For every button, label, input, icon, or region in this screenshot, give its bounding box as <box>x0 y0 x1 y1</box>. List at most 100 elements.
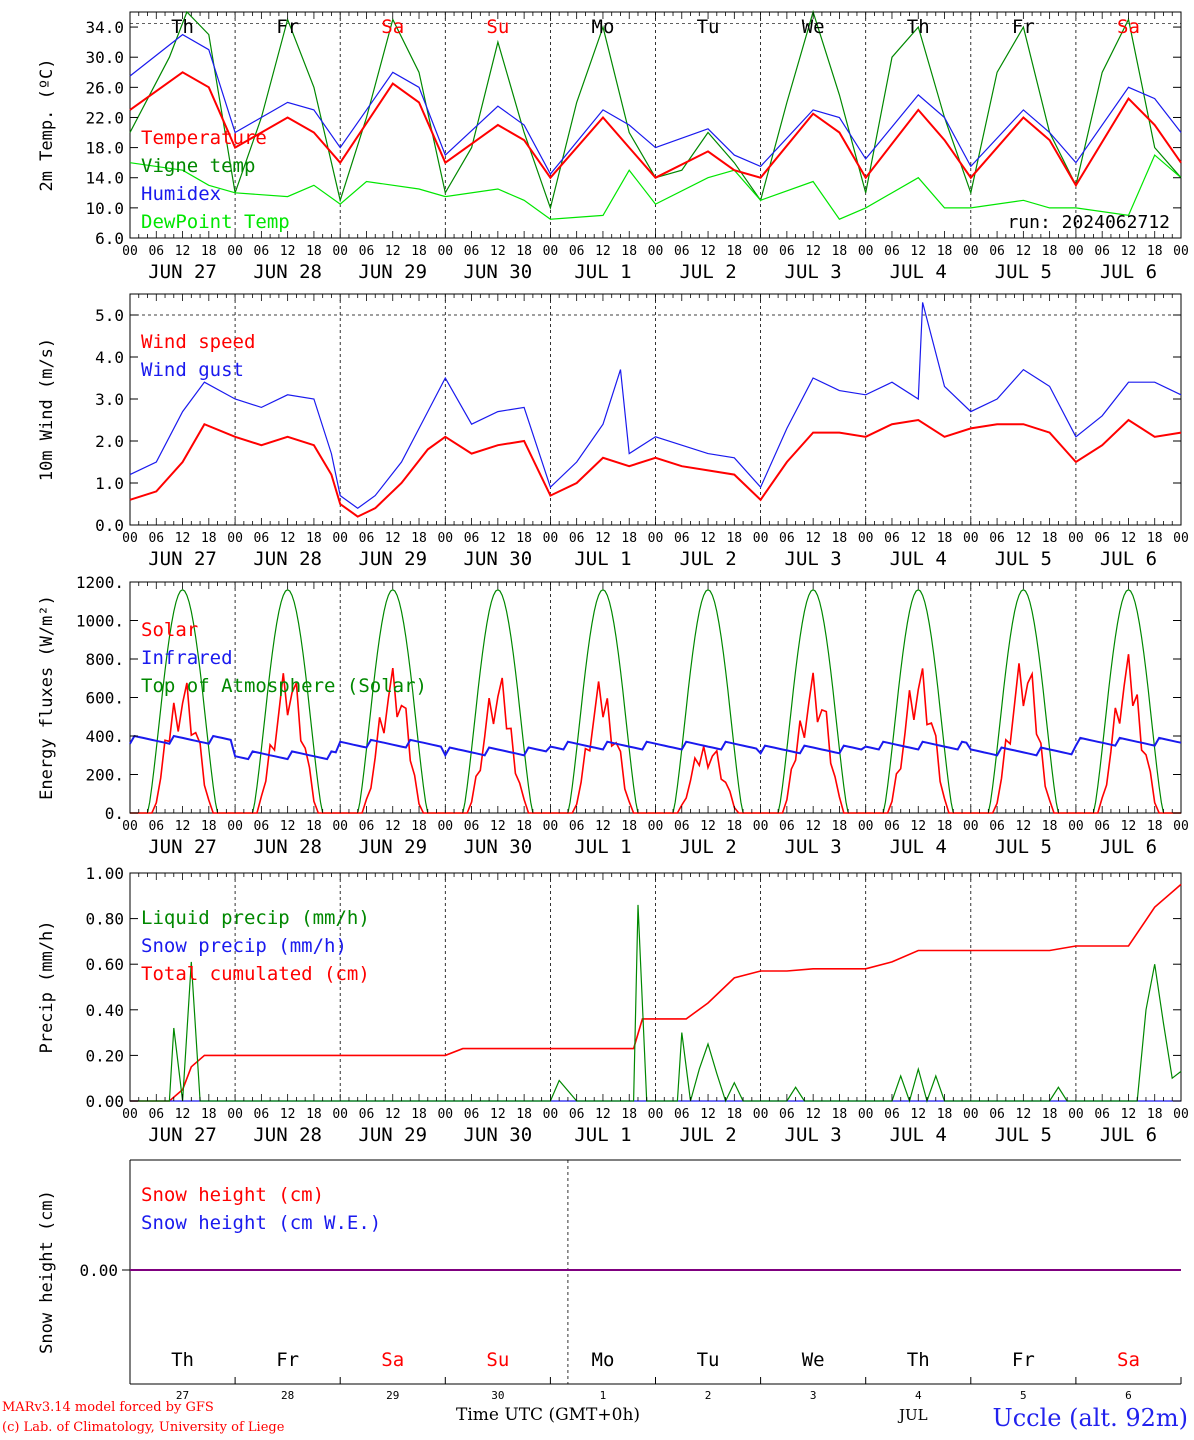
y-axis-label: 10m Wind (m/s) <box>37 338 57 481</box>
y-tick-label: 600. <box>85 689 124 708</box>
date-label: JUL 4 <box>890 261 947 283</box>
hour-label: 00 <box>753 1107 769 1122</box>
y-tick-label: 2.0 <box>95 432 124 451</box>
date-label: JUL 1 <box>574 261 631 283</box>
station-label: Uccle (alt. 92m) <box>992 1404 1188 1432</box>
day-name: Th <box>907 1349 930 1371</box>
hour-label: 12 <box>175 244 191 259</box>
hour-label: 12 <box>805 244 821 259</box>
hour-label: 00 <box>437 531 453 546</box>
hour-label: 00 <box>437 819 453 834</box>
hour-label: 06 <box>359 244 375 259</box>
hour-label: 00 <box>858 819 874 834</box>
hour-label: 06 <box>359 819 375 834</box>
hour-label: 00 <box>437 1107 453 1122</box>
hour-label: 06 <box>464 1107 480 1122</box>
date-label: JUN 27 <box>148 1124 217 1146</box>
hour-label: 12 <box>1016 819 1032 834</box>
y-tick-label: 6.0 <box>95 229 124 248</box>
day-name: Sa <box>1117 1349 1140 1371</box>
hour-label: 00 <box>648 1107 664 1122</box>
hour-label: 18 <box>1042 819 1058 834</box>
hour-label: 12 <box>175 531 191 546</box>
y-axis-label: Precip (mm/h) <box>37 920 57 1053</box>
date-label: JUL 3 <box>785 836 842 858</box>
date-label: JUL 1 <box>574 836 631 858</box>
hour-label: 06 <box>884 1107 900 1122</box>
date-label: JUN 27 <box>148 836 217 858</box>
hour-label: 12 <box>280 819 296 834</box>
date-label: JUL 6 <box>1100 1124 1157 1146</box>
hour-label: 00 <box>332 531 348 546</box>
hour-label: 12 <box>385 531 401 546</box>
hour-label: 00 <box>753 531 769 546</box>
hour-label: 12 <box>490 244 506 259</box>
series-line <box>129 302 1182 509</box>
y-tick-label: 30.0 <box>85 48 124 67</box>
y-tick-label: 0.00 <box>79 1261 118 1280</box>
hour-label: 06 <box>569 1107 585 1122</box>
day-name: Sa <box>1117 16 1140 38</box>
hour-label: 06 <box>989 1107 1005 1122</box>
y-tick-label: 14.0 <box>85 169 124 188</box>
hour-label: 12 <box>910 531 926 546</box>
hour-label: 06 <box>779 1107 795 1122</box>
date-label: JUL 6 <box>1100 261 1157 283</box>
day-name: Mo <box>592 16 615 38</box>
series-line <box>130 904 1182 1104</box>
hour-label: 18 <box>201 1107 217 1122</box>
legend-entry: Snow precip (mm/h) <box>141 935 347 957</box>
date-label: JUN 27 <box>148 261 217 283</box>
hour-label: 12 <box>490 1107 506 1122</box>
hour-label: 06 <box>884 531 900 546</box>
date-label: JUL 1 <box>574 548 631 570</box>
legend-entry: Humidex <box>141 183 221 205</box>
hour-label: 12 <box>595 531 611 546</box>
hour-label: 06 <box>1094 531 1110 546</box>
hour-label: 06 <box>148 531 164 546</box>
legend-entry: Total cumulated (cm) <box>141 963 370 985</box>
hour-label: 12 <box>805 1107 821 1122</box>
day-name: Mo <box>592 1349 615 1371</box>
date-label: JUL 5 <box>995 836 1052 858</box>
day-name: Fr <box>276 1349 299 1371</box>
date-label: JUL 3 <box>785 261 842 283</box>
hour-label: 06 <box>254 819 270 834</box>
hour-label: 00 <box>1068 531 1084 546</box>
hour-label: 06 <box>674 531 690 546</box>
hour-label: 12 <box>700 244 716 259</box>
day-number: 5 <box>1020 1389 1027 1400</box>
legend-entry: Top of Atmosphere (Solar) <box>141 675 427 697</box>
y-tick-label: 0.00 <box>85 1092 124 1111</box>
y-tick-label: 1200. <box>76 573 124 592</box>
y-tick-label: 0.0 <box>95 516 124 535</box>
legend-entry: Wind gust <box>141 359 244 381</box>
legend-entry: Temperature <box>141 127 267 149</box>
hour-label: 06 <box>1094 819 1110 834</box>
hour-label: 00 <box>227 244 243 259</box>
day-number: 28 <box>281 1389 294 1400</box>
hour-label: 12 <box>595 819 611 834</box>
hour-label: 06 <box>254 1107 270 1122</box>
hour-label: 12 <box>700 531 716 546</box>
hour-label: 00 <box>1068 819 1084 834</box>
date-label: JUL 2 <box>679 1124 736 1146</box>
hour-label: 18 <box>306 244 322 259</box>
hour-label: 18 <box>201 819 217 834</box>
hour-label: 00 <box>227 819 243 834</box>
hour-label: 00 <box>648 244 664 259</box>
hour-label: 12 <box>385 244 401 259</box>
y-tick-label: 34.0 <box>85 18 124 37</box>
day-name: Fr <box>1012 1349 1035 1371</box>
hour-label: 00 <box>858 531 874 546</box>
hour-label: 06 <box>569 819 585 834</box>
day-name: Tu <box>697 1349 720 1371</box>
hour-label: 00 <box>858 244 874 259</box>
day-name: Tu <box>697 16 720 38</box>
day-name: Sa <box>381 16 404 38</box>
series-line <box>130 883 1182 1102</box>
legend-entry: Snow height (cm W.E.) <box>141 1212 381 1234</box>
hour-label: 00 <box>648 531 664 546</box>
hour-label: 12 <box>1016 244 1032 259</box>
hour-label: 18 <box>621 819 637 834</box>
